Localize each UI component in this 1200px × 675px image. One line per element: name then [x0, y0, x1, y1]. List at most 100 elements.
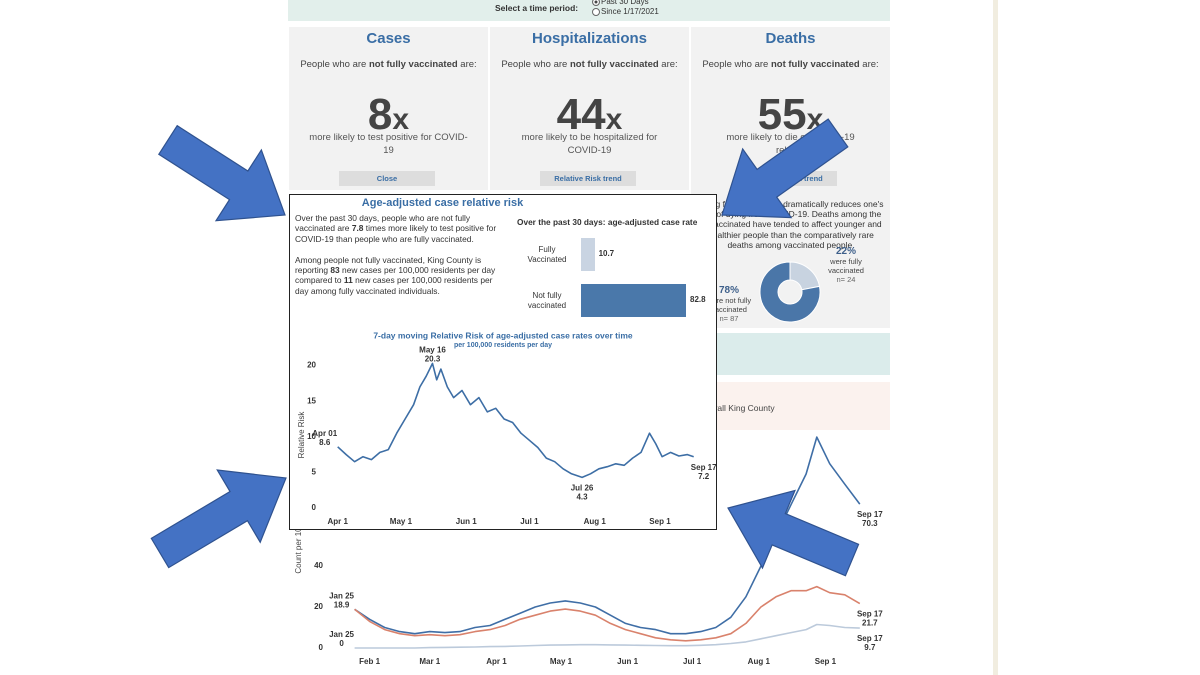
pie-slice — [759, 261, 821, 323]
time-label: Select a time period: — [495, 3, 579, 13]
text: new cases per 100,000 residents per day … — [295, 275, 493, 296]
radio[interactable] — [592, 8, 600, 16]
card-title: Hospitalizations — [531, 30, 647, 47]
x-tick-label: Jul 1 — [683, 657, 702, 666]
popup-line-chart: 0 5 10 15 20 Apr 1 May 1 Jun 1 Jul 1 Aug 1 Sep 1 Re… — [297, 330, 716, 526]
bar-value-label: 10.7 — [598, 249, 615, 258]
line — [354, 623, 860, 649]
text: are: — [859, 59, 879, 70]
popup: Age-adjusted case relative risk Over the … — [289, 194, 717, 530]
button[interactable]: Relative Risk trend — [540, 171, 636, 186]
y-tick-label: 10 — [307, 432, 316, 441]
y-tick-label: 0 — [319, 643, 324, 652]
x-tick-label: Apr 1 — [486, 657, 507, 666]
text: are: — [457, 59, 477, 70]
y-tick-label: 0 — [312, 503, 317, 512]
annotation-date: Jan 25 — [329, 591, 354, 600]
radio-label[interactable]: Since 1/17/2021 — [601, 7, 659, 16]
x-tick-label: Aug 1 — [584, 517, 607, 526]
paragraph: Among people not fully vaccinated, King … — [295, 255, 508, 297]
bar-value-label: 82.8 — [690, 295, 706, 304]
annotation-date: May 16 — [419, 346, 446, 355]
chart-title: 7-day moving Relative Risk of age-adjust… — [373, 330, 633, 340]
text: times more likely to test positive for C… — [295, 223, 497, 244]
radio[interactable] — [592, 0, 600, 6]
line — [354, 585, 861, 642]
annotation-value: 4.3 — [576, 492, 588, 501]
bar-category-label: Fully Vaccinated — [527, 245, 567, 264]
card-value: 8x — [289, 90, 488, 145]
x-tick-label: May 1 — [550, 657, 573, 666]
text: new cases per 100,000 residents per day … — [295, 265, 496, 286]
annotation-date: Apr 01 — [312, 429, 337, 438]
pie-count: n= 24 — [836, 275, 856, 284]
text: People who are — [300, 59, 369, 70]
annotation-date: Sep 17 — [857, 634, 883, 643]
popup-title: Age-adjusted case relative risk — [361, 197, 524, 209]
annotation-value: 18.9 — [334, 600, 350, 609]
line — [337, 362, 694, 479]
value: 44 — [556, 90, 606, 139]
bar-category-label: Not fully vaccinated — [527, 291, 567, 310]
annotation-value: 0 — [339, 639, 344, 648]
value: 8 — [367, 90, 393, 139]
y-axis-label: Count per 100,000 — [294, 507, 303, 574]
annotation-date: Sep 17 — [691, 463, 716, 472]
side-strip — [993, 0, 998, 675]
chart-subtitle: per 100,000 residents per day — [454, 342, 552, 349]
card-description: more likely to test positive for COVID-1… — [309, 132, 468, 156]
x-tick-label: Sep 1 — [649, 517, 671, 526]
radio-label[interactable]: Past 30 Days — [601, 0, 649, 6]
bar-chart-title: Over the past 30 days: age-adjusted case… — [517, 217, 698, 227]
pie-category-label: were fully vaccinated — [828, 257, 864, 275]
legend-text: Overall King County — [699, 403, 775, 413]
paragraph: Over the past 30 days, people who are no… — [295, 213, 508, 244]
text: are: — [658, 59, 678, 70]
y-axis-label: Relative Risk — [297, 411, 306, 459]
card-title: Deaths — [765, 30, 816, 47]
x-tick-label: Jun 1 — [617, 657, 638, 666]
text: not fully vaccinated — [569, 59, 659, 70]
x-tick-label: Feb 1 — [359, 657, 380, 666]
annotation-value: 9.7 — [864, 643, 876, 652]
text: not fully vaccinated — [770, 59, 860, 70]
text: Among people not fully vaccinated, King … — [295, 254, 482, 276]
annotation-value: 21.7 — [862, 619, 878, 628]
bar — [581, 238, 595, 271]
text: 11 — [343, 275, 353, 286]
annotation-value: 7.2 — [698, 472, 710, 481]
popup-text: Over the past 30 days, people who are no… — [295, 213, 508, 307]
annotation-date: Jul 26 — [571, 483, 594, 492]
annotation-value: 8.6 — [319, 438, 331, 447]
pie-label: 22% were fully vaccinated n= 24 — [821, 246, 871, 284]
x-tick-label: Mar 1 — [419, 657, 440, 666]
x-tick-label: Sep 1 — [815, 657, 837, 666]
card-title: Cases — [366, 30, 411, 47]
pie-label: 78% were not fully vaccinated n= 87 — [704, 285, 754, 323]
pie-category-label: were not fully vaccinated — [706, 296, 752, 314]
x-tick-label: Aug 1 — [748, 657, 771, 666]
y-tick-label: 5 — [312, 467, 317, 476]
text: 83 — [330, 265, 340, 276]
card-intro: People who are not fully vaccinated are: — [499, 59, 680, 71]
y-tick-label: 40 — [314, 561, 323, 570]
annotation-value: 70.3 — [862, 519, 878, 528]
annotation-date: Sep 17 — [857, 610, 883, 619]
annotation-date: Jan 25 — [329, 630, 354, 639]
card-intro: People who are not fully vaccinated are: — [298, 59, 479, 71]
bar — [581, 284, 687, 317]
pie-value-label: 22% — [835, 246, 856, 257]
x-tick-label: Apr 1 — [328, 517, 349, 526]
card-value: 44x — [490, 90, 689, 145]
button[interactable]: Close — [339, 171, 435, 186]
text: 7.8 — [351, 223, 364, 234]
y-tick-label: 15 — [307, 396, 316, 405]
y-tick-label: 20 — [314, 602, 323, 611]
pie-count: n= 87 — [719, 314, 739, 323]
x-tick-label: Jun 1 — [456, 517, 477, 526]
card-intro: People who are not fully vaccinated are: — [700, 59, 881, 71]
annotation-value: 20.3 — [425, 355, 441, 364]
card-description: more likely to be hospitalized for COVID… — [521, 132, 658, 156]
